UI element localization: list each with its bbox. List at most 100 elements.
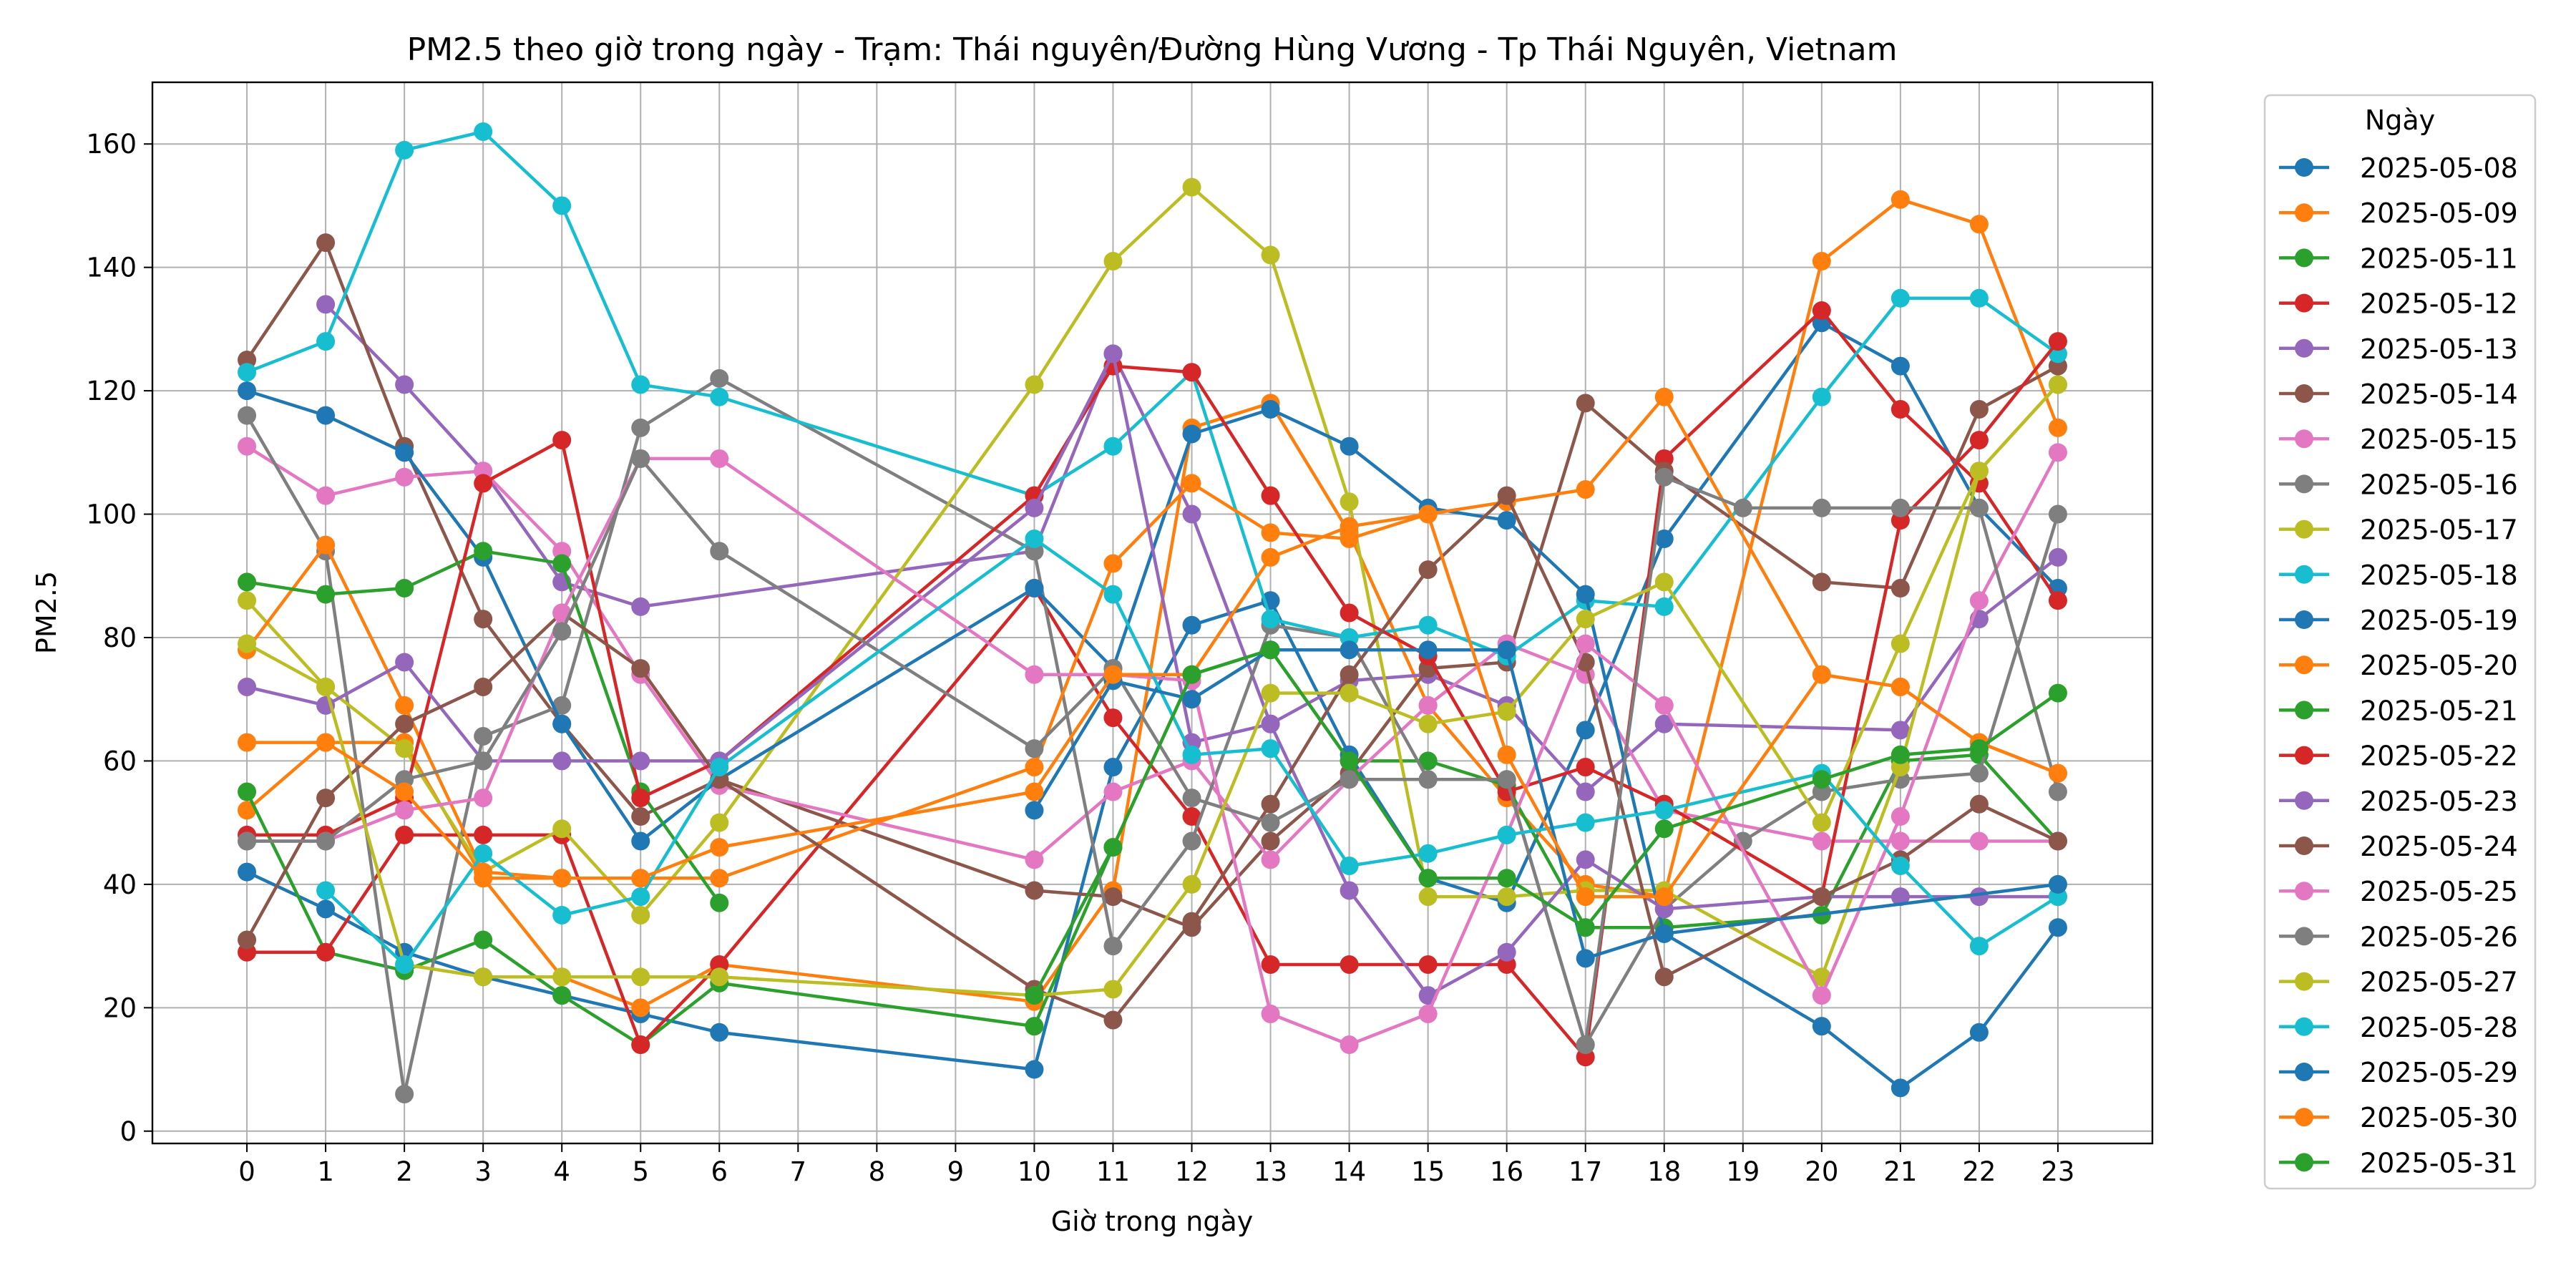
data-point — [238, 831, 257, 851]
data-point — [1182, 874, 1201, 894]
y-tick-label: 140 — [86, 253, 137, 283]
x-tick-label: 22 — [1962, 1156, 1996, 1187]
legend-marker — [2295, 1108, 2313, 1127]
data-point — [2048, 418, 2067, 437]
data-point — [1890, 807, 1910, 826]
data-point — [1340, 683, 1359, 703]
data-point — [1261, 547, 1280, 567]
data-point — [2048, 763, 2067, 783]
legend-label: 2025-05-16 — [2360, 469, 2518, 500]
data-point — [1103, 838, 1123, 857]
data-point — [1182, 177, 1201, 197]
data-point — [1969, 431, 1989, 450]
legend-item: 2025-05-12 — [2279, 288, 2518, 320]
data-point — [710, 838, 729, 857]
data-point — [1576, 813, 1595, 832]
data-point — [474, 789, 493, 808]
legend-label: 2025-05-09 — [2360, 197, 2518, 229]
data-point — [710, 387, 729, 406]
legend-marker — [2295, 565, 2313, 584]
legend-marker — [2295, 293, 2313, 313]
data-point — [1418, 869, 1438, 888]
data-point — [316, 585, 336, 604]
data-point — [1182, 831, 1201, 851]
series-line — [1033, 648, 2059, 960]
y-tick-label: 40 — [103, 869, 137, 900]
data-point — [1182, 504, 1201, 524]
data-point — [474, 610, 493, 629]
series-line — [247, 308, 2059, 1059]
data-point — [1261, 739, 1280, 758]
x-tick-label: 2 — [396, 1156, 413, 1187]
data-point — [1103, 782, 1123, 801]
data-point — [1497, 770, 1516, 789]
data-point — [1812, 1017, 1831, 1036]
data-point — [1418, 751, 1438, 771]
legend-label: 2025-05-18 — [2360, 560, 2518, 591]
data-point — [2048, 782, 2067, 801]
data-point — [316, 332, 336, 351]
data-point — [1969, 215, 1989, 234]
legend-marker — [2295, 610, 2313, 629]
series-2025-05-26 — [238, 449, 2067, 1055]
data-point — [1103, 758, 1123, 777]
data-point — [316, 881, 336, 900]
data-point — [1576, 634, 1595, 653]
data-point — [1261, 683, 1280, 703]
legend-item: 2025-05-28 — [2279, 1012, 2518, 1043]
x-axis-label: Giờ trong ngày — [1051, 1206, 1254, 1237]
legend-label: 2025-05-25 — [2360, 876, 2518, 907]
data-point — [1576, 949, 1595, 968]
data-point — [1576, 850, 1595, 869]
data-point — [631, 905, 650, 924]
data-point — [1890, 356, 1910, 376]
legend-label: 2025-05-24 — [2360, 831, 2518, 862]
data-point — [1654, 572, 1674, 592]
data-point — [1418, 770, 1438, 789]
data-point — [1025, 498, 1044, 517]
legend-label: 2025-05-11 — [2360, 243, 2518, 274]
data-point — [1576, 758, 1595, 777]
data-point — [474, 844, 493, 863]
data-point — [474, 869, 493, 888]
data-point — [1576, 394, 1595, 413]
data-point — [238, 801, 257, 820]
axes: 0 1 2 3 4 5 6 7 8 9 10 11 12 13 14 15 16 17 18 19 20 21 22 2302… — [86, 129, 2074, 1187]
data-point — [1340, 492, 1359, 512]
y-tick-label: 100 — [86, 499, 137, 530]
data-point — [1812, 572, 1831, 592]
data-point — [1340, 436, 1359, 456]
legend-item: 2025-05-15 — [2279, 424, 2518, 455]
legend-item: 2025-05-27 — [2279, 967, 2518, 998]
data-point — [1340, 955, 1359, 974]
data-point — [631, 887, 650, 907]
data-point — [1812, 831, 1831, 851]
series-lines — [238, 122, 2067, 1104]
data-point — [238, 381, 257, 401]
x-tick-label: 0 — [238, 1156, 255, 1187]
data-point — [1812, 301, 1831, 321]
data-point — [1812, 252, 1831, 271]
data-point — [1418, 1004, 1438, 1023]
legend-item: 2025-05-18 — [2279, 560, 2518, 591]
data-point — [1182, 690, 1201, 709]
legend-item: 2025-05-31 — [2279, 1147, 2518, 1179]
y-axis-label: PM2.5 — [31, 571, 62, 654]
data-point — [1654, 714, 1674, 733]
data-point — [1340, 665, 1359, 684]
data-point — [474, 751, 493, 771]
x-tick-label: 10 — [1018, 1156, 1051, 1187]
data-point — [1103, 887, 1123, 907]
data-point — [2048, 591, 2067, 610]
data-point — [1497, 511, 1516, 530]
data-point — [1025, 530, 1044, 549]
data-point — [552, 196, 572, 215]
data-point — [1497, 486, 1516, 505]
data-point — [316, 789, 336, 808]
data-point — [395, 739, 414, 758]
data-point — [1025, 375, 1044, 394]
data-point — [1418, 714, 1438, 733]
data-point — [1025, 801, 1044, 820]
data-point — [1103, 585, 1123, 604]
